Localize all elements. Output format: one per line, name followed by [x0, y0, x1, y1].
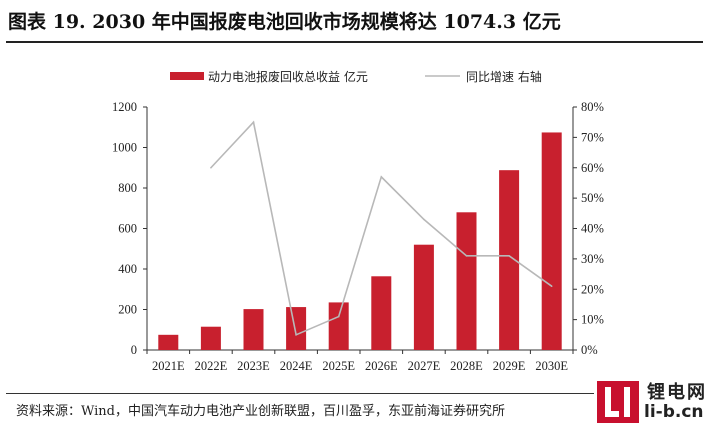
- x-tick-label: 2023E: [237, 359, 270, 373]
- y2-tick-label: 70%: [581, 130, 604, 144]
- growth-point-2028E: [465, 255, 468, 257]
- growth-point-2030E: [550, 285, 553, 288]
- y-tick-label: 400: [118, 262, 137, 276]
- x-tick-label: 2028E: [450, 359, 483, 373]
- bar-2023E: [243, 309, 264, 350]
- y-tick-label: 0: [131, 343, 137, 357]
- legend: 动力电池报废回收总收益 亿元 同比增速 右轴: [170, 69, 542, 84]
- bar-2026E: [371, 276, 392, 350]
- x-tick-label: 2025E: [322, 359, 355, 373]
- x-tick-label: 2026E: [365, 359, 398, 373]
- chart-title: 图表 19. 2030 年中国报废电池回收市场规模将达 1074.3 亿元: [8, 11, 561, 33]
- legend-bar-swatch: [170, 72, 204, 80]
- growth-point-2022E: [210, 166, 212, 169]
- x-tick-label: 2029E: [493, 359, 526, 373]
- x-tick-label: 2021E: [152, 359, 185, 373]
- y-tick-label: 200: [118, 303, 137, 317]
- bar-2025E: [328, 302, 349, 350]
- x-tick-label: 2022E: [195, 359, 228, 373]
- source-note: 资料来源：Wind，中国汽车动力电池产业创新联盟，百川盈孚，东亚前海证券研究所: [16, 404, 505, 419]
- y-tick-label: 800: [118, 181, 137, 195]
- li-logo-icon: [597, 381, 639, 423]
- growth-point-2026E: [380, 176, 383, 178]
- bar-2024E: [286, 307, 307, 350]
- growth-point-2023E: [252, 121, 255, 123]
- growth-point-2029E: [508, 255, 510, 257]
- legend-line-label: 同比增速 右轴: [466, 69, 542, 84]
- growth-point-2025E: [337, 315, 340, 318]
- y2-tick-label: 60%: [581, 161, 604, 175]
- y2-tick-label: 20%: [581, 282, 604, 296]
- y-tick-label: 600: [118, 222, 137, 236]
- bar-2022E: [200, 326, 221, 350]
- source-divider: [6, 393, 594, 394]
- bars: [158, 132, 562, 350]
- y2-tick-label: 30%: [581, 252, 604, 266]
- logo-url: li-b.cn: [644, 402, 704, 422]
- y2-tick-label: 10%: [581, 313, 604, 327]
- y-tick-label: 1200: [112, 100, 137, 114]
- logo-text: 锂电网: [647, 382, 707, 403]
- bar-2028E: [456, 212, 477, 350]
- y-tick-label: 1000: [112, 141, 137, 155]
- bar-2029E: [499, 170, 520, 350]
- axes: 0 200 400 600 800 1000 1200 0% 10% 20% 30% 40% 50% 60…: [112, 100, 604, 373]
- x-tick-label: 2024E: [280, 359, 313, 373]
- x-tick-label: 2030E: [535, 359, 568, 373]
- bar-2027E: [413, 244, 434, 350]
- growth-point-2024E: [295, 334, 297, 336]
- legend-bar-label: 动力电池报废回收总收益 亿元: [208, 69, 368, 84]
- x-tick-label: 2027E: [408, 359, 441, 373]
- y2-tick-label: 50%: [581, 191, 604, 205]
- growth-point-2027E: [423, 218, 425, 221]
- y2-tick-label: 40%: [581, 222, 604, 236]
- growth-line: [210, 120, 553, 336]
- y2-tick-label: 80%: [581, 100, 604, 114]
- title-divider: [6, 41, 703, 43]
- bar-2021E: [158, 334, 179, 350]
- bar-2030E: [541, 132, 562, 350]
- y2-tick-label: 0%: [581, 343, 598, 357]
